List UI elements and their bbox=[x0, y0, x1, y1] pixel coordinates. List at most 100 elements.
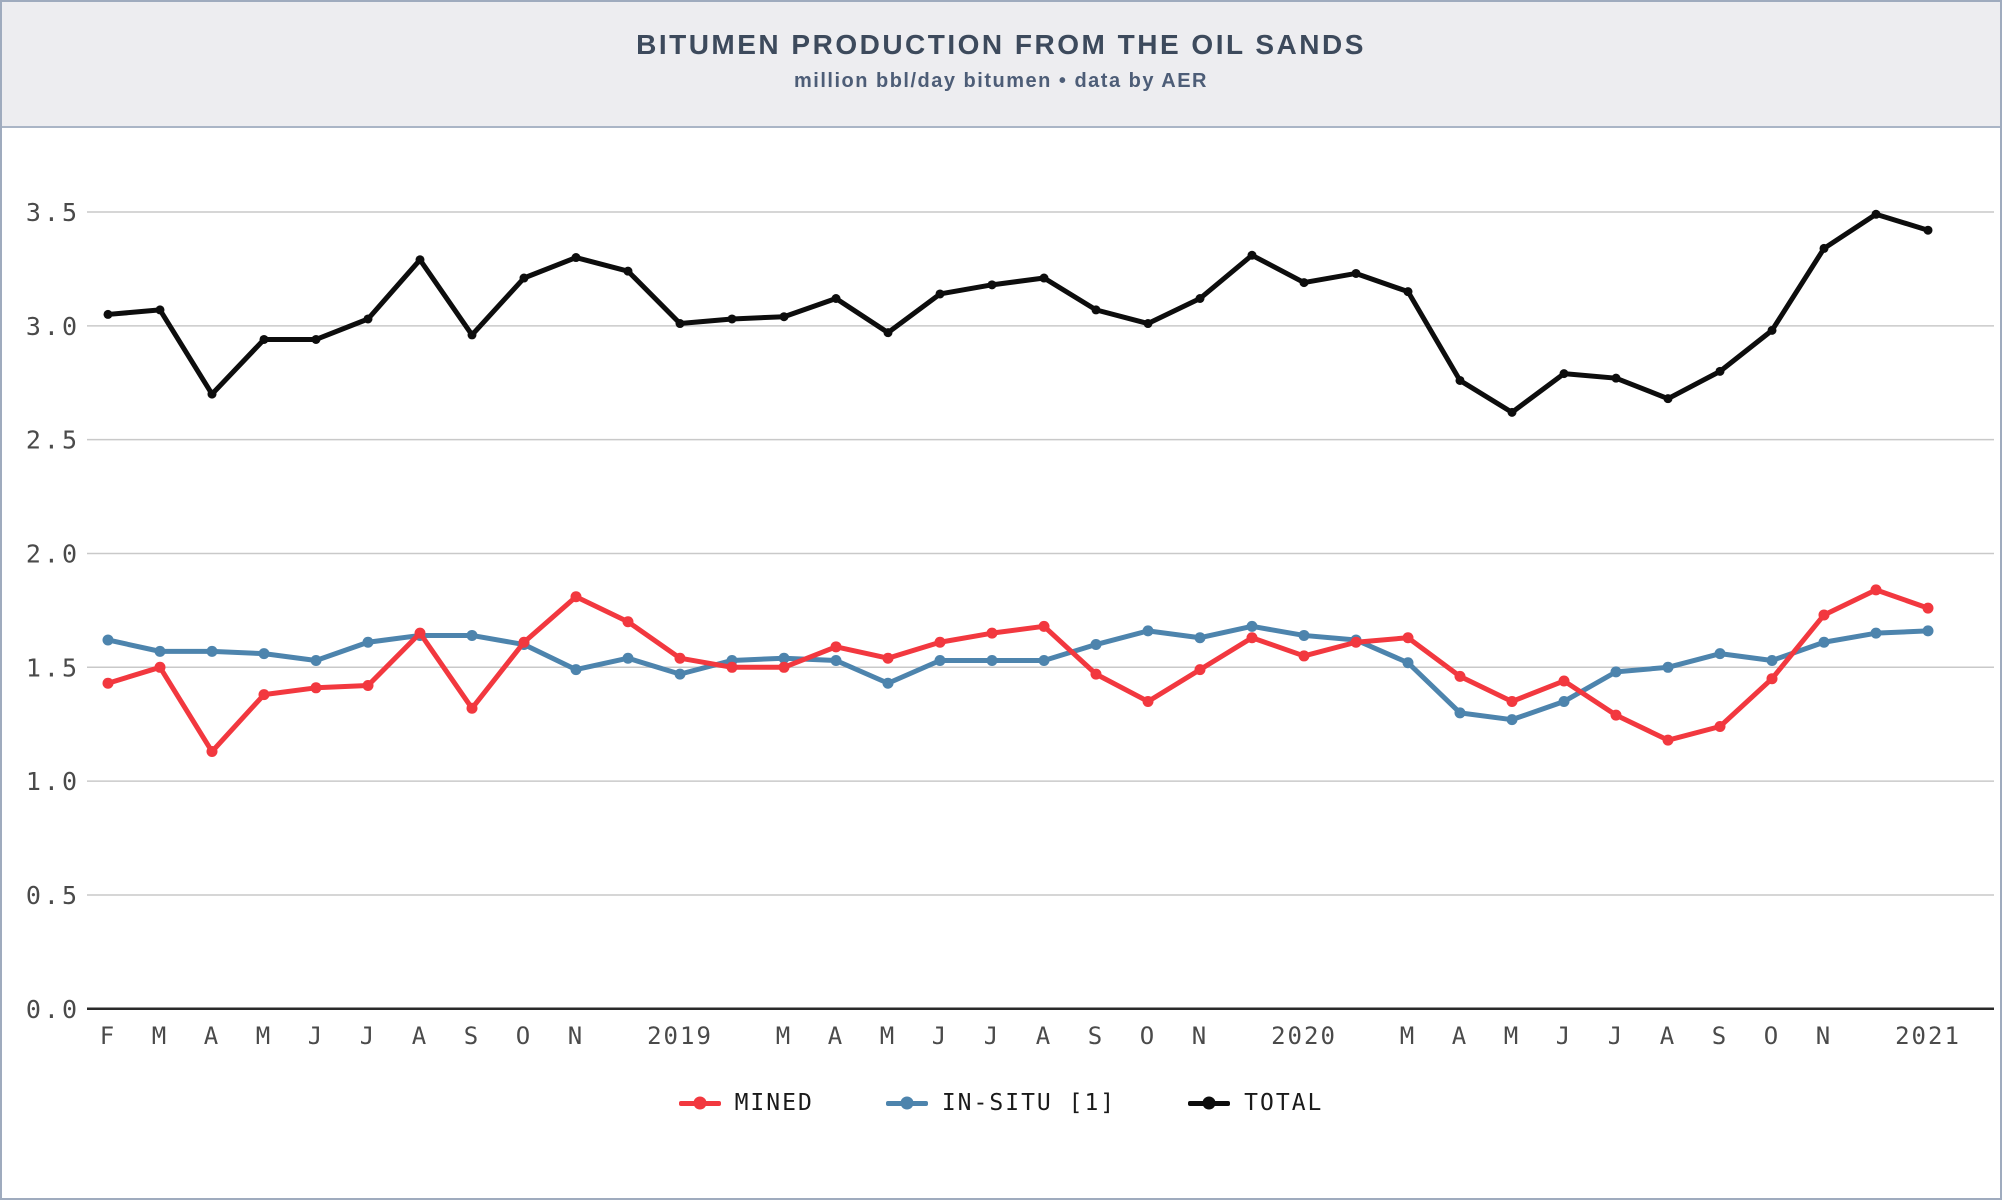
x-tick-label: J bbox=[308, 1022, 324, 1050]
series-in-situ-point bbox=[206, 645, 218, 657]
series-mined-point bbox=[1922, 602, 1934, 614]
x-tick-label: M bbox=[776, 1022, 792, 1050]
series-mined-point bbox=[1818, 609, 1830, 621]
y-tick-label: 1.0 bbox=[26, 767, 80, 796]
series-total-point bbox=[155, 305, 165, 315]
legend-label-mined: MINED bbox=[734, 1090, 814, 1116]
series-total-point bbox=[1611, 373, 1621, 383]
legend-label-insitu: IN-SITU [1] bbox=[941, 1090, 1117, 1116]
series-total-point bbox=[519, 273, 529, 283]
series-total-point bbox=[363, 314, 373, 324]
series-in-situ-point bbox=[1922, 625, 1934, 637]
series-in-situ-point bbox=[1558, 695, 1570, 707]
series-in-situ-point bbox=[986, 654, 998, 666]
series-total-point bbox=[1039, 273, 1049, 283]
series-mined-point bbox=[1454, 670, 1466, 682]
series-mined-point bbox=[726, 661, 738, 673]
series-total-point bbox=[1143, 319, 1153, 329]
series-total-point bbox=[935, 289, 945, 299]
x-tick-label: A bbox=[1452, 1022, 1468, 1050]
series-in-situ-point bbox=[310, 654, 322, 666]
series-total-point bbox=[1923, 225, 1933, 235]
series-in-situ-point bbox=[570, 664, 582, 676]
series-mined-point bbox=[622, 616, 634, 628]
x-tick-label: N bbox=[1192, 1022, 1208, 1050]
series-mined-point bbox=[206, 746, 218, 758]
series-in-situ-point bbox=[674, 668, 686, 680]
series-mined-point bbox=[986, 627, 998, 639]
series-total-point bbox=[571, 253, 581, 263]
series-in-situ-point bbox=[1610, 666, 1622, 678]
series-total-point bbox=[1871, 209, 1881, 219]
series-mined-point bbox=[570, 591, 582, 603]
series-mined-point bbox=[1558, 675, 1570, 687]
y-tick-label: 2.0 bbox=[26, 539, 80, 568]
series-total-point bbox=[207, 389, 217, 399]
series-in-situ-point bbox=[1298, 629, 1310, 641]
series-total-point bbox=[1195, 294, 1205, 304]
series-mined-point bbox=[1766, 673, 1778, 685]
series-in-situ-point bbox=[1454, 707, 1466, 719]
chart-title: BITUMEN PRODUCTION FROM THE OIL SANDS bbox=[636, 29, 1366, 60]
y-tick-label: 0.5 bbox=[26, 881, 80, 910]
series-total-point bbox=[1299, 278, 1309, 288]
series-total-point bbox=[1247, 250, 1257, 260]
x-tick-label: O bbox=[1764, 1022, 1780, 1050]
x-tick-label: F bbox=[100, 1022, 116, 1050]
series-in-situ-point bbox=[1194, 632, 1206, 644]
series-total-point bbox=[727, 314, 737, 324]
y-tick-label: 0.0 bbox=[26, 995, 80, 1024]
series-in-situ-point bbox=[830, 654, 842, 666]
y-tick-label: 1.5 bbox=[26, 653, 80, 682]
series-mined-point bbox=[1870, 584, 1882, 596]
series-mined-point bbox=[518, 636, 530, 648]
series-total-point bbox=[1715, 366, 1725, 376]
series-in-situ-point bbox=[1714, 648, 1726, 660]
series-total-point bbox=[259, 334, 269, 344]
series-in-situ-point bbox=[1038, 654, 1050, 666]
series-total-point bbox=[987, 280, 997, 290]
series-mined-point bbox=[1298, 650, 1310, 662]
series-total-point bbox=[831, 294, 841, 304]
series-total-point bbox=[1403, 287, 1413, 297]
series-mined-line bbox=[105, 587, 1931, 755]
x-tick-label: A bbox=[412, 1022, 428, 1050]
x-tick-label: J bbox=[1556, 1022, 1572, 1050]
series-in-situ-point bbox=[102, 634, 114, 646]
series-in-situ-point bbox=[1246, 620, 1258, 632]
x-tick-label: 2020 bbox=[1271, 1022, 1337, 1050]
y-tick-label: 3.5 bbox=[26, 198, 80, 227]
series-total-point bbox=[467, 330, 477, 340]
series-mined-point bbox=[1506, 695, 1518, 707]
x-tick-label: N bbox=[568, 1022, 584, 1050]
series-total-point bbox=[103, 309, 113, 319]
series-total-point bbox=[1767, 325, 1777, 335]
series-total-point bbox=[883, 328, 893, 338]
series-in-situ-point bbox=[1818, 636, 1830, 648]
series-in-situ-point bbox=[1662, 661, 1674, 673]
series-mined-point bbox=[1714, 721, 1726, 733]
x-tick-label: M bbox=[880, 1022, 896, 1050]
x-tick-label: A bbox=[204, 1022, 220, 1050]
series-mined-point bbox=[466, 702, 478, 714]
series-total-point bbox=[1091, 305, 1101, 315]
chart-header: BITUMEN PRODUCTION FROM THE OIL SANDS mi… bbox=[2, 2, 2000, 128]
series-in-situ-point bbox=[1402, 657, 1414, 669]
series-total-point bbox=[623, 266, 633, 276]
series-in-situ-point bbox=[778, 652, 790, 664]
x-tick-label: O bbox=[516, 1022, 532, 1050]
series-in-situ-point bbox=[1870, 627, 1882, 639]
series-total-point bbox=[1663, 394, 1673, 404]
series-in-situ-point bbox=[362, 636, 374, 648]
series-in-situ-point bbox=[1506, 714, 1518, 726]
total-line-swatch-icon bbox=[1188, 1100, 1231, 1106]
series-total-point bbox=[675, 319, 685, 329]
series-mined-point bbox=[882, 652, 894, 664]
series-mined-point bbox=[102, 677, 114, 689]
series-mined-point bbox=[310, 682, 322, 694]
series-total-point bbox=[1351, 268, 1361, 278]
series-mined-point bbox=[362, 680, 374, 692]
series-in-situ-point bbox=[1090, 639, 1102, 651]
x-tick-label: S bbox=[464, 1022, 480, 1050]
series-mined-point bbox=[1402, 632, 1414, 644]
